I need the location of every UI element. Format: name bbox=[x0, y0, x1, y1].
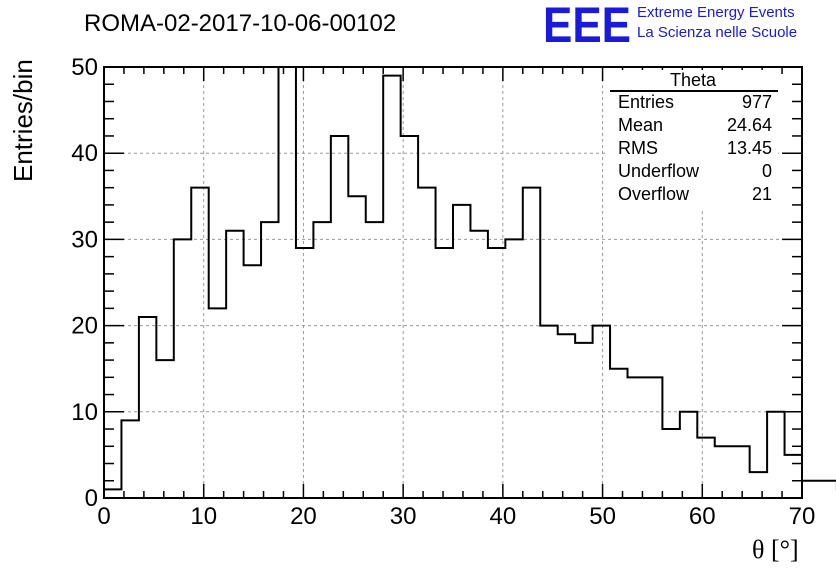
y-tick-label: 0 bbox=[85, 485, 98, 512]
histogram-bin bbox=[575, 343, 592, 498]
y-tick-label: 20 bbox=[71, 313, 98, 340]
chart-title: ROMA-02-2017-10-06-00102 bbox=[84, 10, 397, 37]
y-tick-label: 30 bbox=[71, 226, 98, 253]
histogram-bin bbox=[209, 308, 226, 498]
stats-value: 0 bbox=[761, 161, 772, 181]
histogram-bin bbox=[785, 455, 802, 498]
histogram-bin bbox=[593, 326, 610, 498]
stats-row-entries: Entries 977 bbox=[618, 92, 772, 114]
x-axis-label: θ [°] bbox=[752, 535, 799, 564]
histogram-bin bbox=[732, 446, 749, 498]
histogram-bin bbox=[174, 239, 191, 498]
histogram-bin bbox=[191, 188, 208, 498]
histogram-bin bbox=[610, 369, 627, 498]
histogram-series bbox=[103, 66, 836, 498]
stats-row-underflow: Underflow 0 bbox=[618, 161, 772, 183]
histogram-bin bbox=[680, 412, 697, 498]
histogram-bin bbox=[401, 136, 418, 498]
stats-divider bbox=[610, 90, 778, 92]
stats-label: Underflow bbox=[618, 161, 700, 181]
histogram-bin bbox=[628, 377, 645, 498]
stats-row-overflow: Overflow 21 bbox=[618, 184, 772, 206]
histogram-bin bbox=[470, 231, 487, 498]
x-tick-label: 40 bbox=[490, 503, 517, 530]
histogram-bin bbox=[313, 222, 330, 498]
logo-caption-line1: Extreme Energy Events bbox=[637, 4, 795, 21]
histogram-bin bbox=[715, 446, 732, 498]
histogram-bin bbox=[662, 429, 679, 498]
x-tick-label: 20 bbox=[290, 503, 317, 530]
histogram-bin bbox=[645, 377, 662, 498]
histogram-bin bbox=[802, 481, 819, 498]
histogram-bin bbox=[523, 188, 540, 498]
histogram-bin bbox=[279, 67, 296, 498]
histogram-bin bbox=[436, 248, 453, 498]
stats-value: 24.64 bbox=[726, 115, 772, 135]
eee-logo: EEE bbox=[543, 0, 631, 48]
stats-label: RMS bbox=[618, 138, 658, 158]
histogram-bin bbox=[139, 317, 156, 498]
histogram-bin bbox=[819, 481, 836, 498]
stats-row-mean: Mean 24.64 bbox=[618, 115, 772, 137]
histogram-bin bbox=[244, 265, 261, 498]
y-axis-label: Entries/bin bbox=[8, 59, 38, 182]
x-tick-label: 30 bbox=[390, 503, 417, 530]
histogram-bin bbox=[366, 222, 383, 498]
y-tick-label: 10 bbox=[71, 399, 98, 426]
stats-label: Overflow bbox=[618, 184, 690, 204]
x-tick-label: 10 bbox=[190, 503, 217, 530]
stats-title: Theta bbox=[669, 70, 717, 90]
histogram-bin bbox=[418, 188, 435, 498]
x-tick-label: 0 bbox=[97, 503, 110, 530]
stats-label: Entries bbox=[618, 92, 675, 112]
axis-ticks bbox=[103, 66, 803, 499]
histogram-outline bbox=[103, 66, 836, 498]
x-tick-label: 60 bbox=[689, 503, 716, 530]
stats-value: 13.45 bbox=[726, 138, 772, 158]
histogram-bin bbox=[383, 76, 400, 498]
histogram-bin bbox=[226, 231, 243, 498]
axes-box bbox=[103, 66, 803, 499]
histogram-bin bbox=[453, 205, 470, 498]
histogram-bin bbox=[156, 360, 173, 498]
histogram-bin bbox=[558, 334, 575, 498]
histogram-bin bbox=[331, 136, 348, 498]
stats-value: 21 bbox=[751, 184, 772, 204]
stats-row-rms: RMS 13.45 bbox=[618, 138, 772, 160]
histogram-bin bbox=[505, 239, 522, 498]
y-tick-label: 40 bbox=[71, 140, 98, 167]
histogram-bin bbox=[697, 438, 714, 498]
histogram-bin bbox=[104, 489, 121, 498]
histogram-bin bbox=[261, 222, 278, 498]
y-tick-label: 50 bbox=[71, 54, 98, 81]
logo-caption-line2: La Scienza nelle Scuole bbox=[637, 24, 798, 41]
histogram-bin bbox=[296, 248, 313, 498]
plot-frame bbox=[103, 66, 803, 499]
x-tick-label: 50 bbox=[589, 503, 616, 530]
histogram-bin bbox=[750, 472, 767, 498]
svg-text:EEE: EEE bbox=[543, 0, 631, 48]
tick-labels: 0 10 20 30 40 50 60 70 0 10 20 30 40 50 bbox=[71, 54, 815, 530]
stats-label: Mean bbox=[618, 115, 664, 135]
x-tick-label: 70 bbox=[789, 503, 816, 530]
stats-value: 977 bbox=[741, 92, 772, 112]
histogram-bin bbox=[767, 412, 784, 498]
histogram-bin bbox=[121, 420, 138, 498]
histogram-bin bbox=[348, 196, 365, 498]
stats-box: Theta Entries 977 Mean 24.64 RMS 13.45 U… bbox=[608, 70, 778, 210]
